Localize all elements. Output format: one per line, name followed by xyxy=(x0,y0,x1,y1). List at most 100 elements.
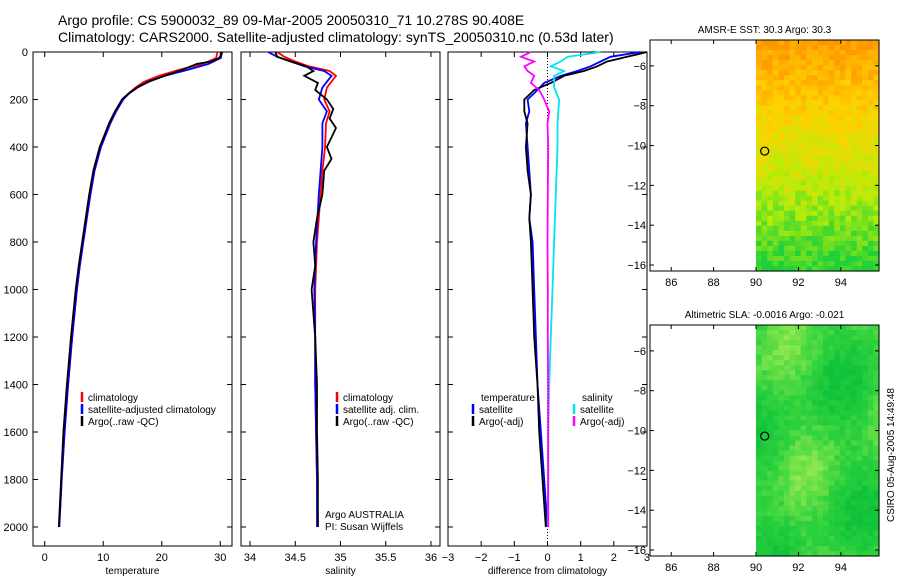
heatmap-cell xyxy=(756,200,763,207)
heatmap-cell xyxy=(772,545,779,552)
heatmap-cell xyxy=(867,500,875,507)
heatmap-cell xyxy=(828,50,835,56)
heatmap-cell xyxy=(783,420,791,427)
heatmap-cell xyxy=(783,490,791,497)
heatmap-cell xyxy=(761,520,768,527)
heatmap-cell xyxy=(795,115,802,121)
heatmap-cell xyxy=(767,480,774,487)
heatmap-cell xyxy=(845,110,852,116)
heatmap-cell xyxy=(867,80,875,86)
heatmap-cell xyxy=(767,195,774,202)
heatmap-cell xyxy=(817,190,824,197)
heatmap-cell xyxy=(789,245,796,252)
heatmap-cell xyxy=(873,200,880,207)
heatmap-cell xyxy=(767,125,774,131)
heatmap-cell xyxy=(845,465,852,472)
heatmap-cell xyxy=(845,100,852,106)
heatmap-cell xyxy=(761,350,768,356)
heatmap-cell xyxy=(851,125,858,131)
heatmap-cell xyxy=(800,390,807,396)
heatmap-cell xyxy=(867,215,875,222)
x-tick-label: 20 xyxy=(156,552,168,564)
heatmap-cell xyxy=(823,415,830,422)
heatmap-cell xyxy=(756,380,763,386)
heatmap-cell xyxy=(811,325,819,331)
heatmap-cell xyxy=(828,485,835,492)
heatmap-cell xyxy=(873,360,880,366)
heatmap-cell xyxy=(767,160,774,167)
heatmap-cell xyxy=(823,420,830,427)
heatmap-cell xyxy=(823,230,830,237)
heatmap-cell xyxy=(839,205,847,212)
heatmap-cell xyxy=(834,410,841,416)
heatmap-cell xyxy=(806,545,813,552)
heatmap-cell xyxy=(806,260,813,267)
heatmap-cell xyxy=(828,255,835,262)
heatmap-cell xyxy=(789,450,796,457)
heatmap-cell xyxy=(867,385,875,391)
heatmap-cell xyxy=(823,425,830,432)
heatmap-cell xyxy=(828,355,835,361)
heatmap-cell xyxy=(811,350,819,356)
heatmap-cell xyxy=(839,160,847,167)
heatmap-cell xyxy=(767,65,774,71)
heatmap-cell xyxy=(767,465,774,472)
heatmap-cell xyxy=(839,60,847,66)
heatmap-cell xyxy=(873,390,880,396)
heatmap-cell xyxy=(823,70,830,76)
heatmap-cell xyxy=(845,435,852,442)
heatmap-cell xyxy=(845,375,852,381)
heatmap-cell xyxy=(783,210,791,217)
heatmap-cell xyxy=(811,335,819,341)
heatmap-cell xyxy=(800,215,807,222)
heatmap-cell xyxy=(756,130,763,137)
heatmap-cell xyxy=(772,370,779,376)
heatmap-cell xyxy=(783,545,791,552)
heatmap-cell xyxy=(778,520,785,527)
heatmap-cell xyxy=(817,430,824,437)
heatmap-cell xyxy=(783,480,791,487)
heatmap-cell xyxy=(800,170,807,177)
heatmap-cell xyxy=(873,545,880,552)
heatmap-cell xyxy=(873,525,880,532)
heatmap-cell xyxy=(867,260,875,267)
heatmap-cell xyxy=(783,195,791,202)
heatmap-cell xyxy=(767,100,774,106)
argo-position-marker xyxy=(760,146,770,156)
heatmap-cell xyxy=(839,235,847,242)
heatmap-cell xyxy=(811,440,819,447)
heatmap-cell xyxy=(778,95,785,101)
heatmap-cell xyxy=(795,250,802,257)
x-tick-label: 34.5 xyxy=(285,552,306,564)
heatmap-cell xyxy=(873,65,880,71)
heatmap-cell xyxy=(839,250,847,257)
heatmap-cell xyxy=(845,105,852,111)
heatmap-cell xyxy=(795,230,802,237)
heatmap-cell xyxy=(800,165,807,172)
heatmap-cell xyxy=(778,525,785,532)
heatmap-cell xyxy=(761,440,768,447)
heatmap-cell xyxy=(845,360,852,366)
heatmap-cell xyxy=(856,165,863,172)
heatmap-cell xyxy=(761,445,768,452)
heatmap-cell xyxy=(756,185,763,192)
heatmap-cell xyxy=(851,410,858,416)
panel-1-frame xyxy=(32,51,233,547)
heatmap-cell xyxy=(806,325,813,331)
heatmap-cell xyxy=(756,180,763,187)
heatmap-cell xyxy=(789,485,796,492)
heatmap-cell xyxy=(795,205,802,212)
heatmap-cell xyxy=(806,455,813,462)
heatmap-cell xyxy=(856,345,863,351)
heatmap-cell xyxy=(767,470,774,477)
heatmap-cell xyxy=(756,90,763,96)
legend-label: climatology xyxy=(343,393,393,404)
heatmap-cell xyxy=(783,70,791,76)
heatmap-cell xyxy=(767,330,774,336)
heatmap-cell xyxy=(767,170,774,177)
heatmap-cell xyxy=(767,420,774,427)
heatmap-cell xyxy=(851,355,858,361)
heatmap-cell xyxy=(867,250,875,257)
heatmap-cell xyxy=(845,510,852,517)
heatmap-cell xyxy=(811,550,819,557)
